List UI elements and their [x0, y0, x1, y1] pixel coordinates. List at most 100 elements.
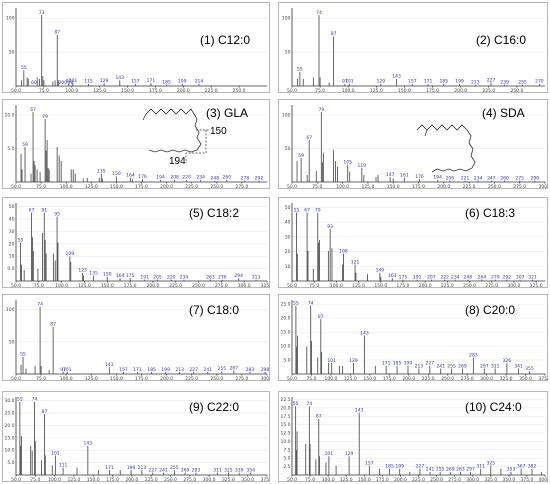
spectrum-plot: 5.0 10.0 15.0 20.0 25.0 30.0 50.0 75.0 100.0 125.…: [4, 397, 271, 483]
x-tick-label: 200.0: [146, 283, 159, 289]
y-tick-label: 50: [285, 146, 291, 152]
peak-label: 227: [416, 464, 425, 470]
peak-label: 292: [255, 175, 264, 181]
peak-label: 164: [126, 173, 135, 179]
peak-label: 175: [399, 274, 408, 280]
peak-label: 263: [206, 274, 215, 280]
y-tick-label: 50: [9, 204, 15, 210]
x-tick-label: 325.0: [261, 283, 271, 289]
peak-label: 355: [525, 366, 534, 372]
x-tick-label: 200.0: [402, 376, 415, 382]
y-tick-label: 15.0: [4, 435, 14, 441]
y-tick-label: 100: [282, 16, 291, 22]
spectrum-plot: 50 100 50.0 75.0 100.0 125.0 150.0 175.0 200.0 22…: [282, 8, 545, 94]
peak-label: 55: [293, 300, 299, 306]
x-tick-label: 200.0: [160, 184, 173, 190]
peak-label: 220: [182, 175, 191, 181]
x-tick-label: 350.0: [502, 477, 515, 483]
peak-label: 109: [66, 251, 75, 257]
peak-label: 101: [69, 78, 78, 84]
x-tick-label: 50.0: [11, 88, 21, 94]
peak-label: 87: [54, 30, 60, 36]
peak-label: 199: [455, 79, 464, 85]
x-tick-label: 75.0: [305, 477, 315, 483]
peak-label: 67: [304, 207, 310, 213]
panel-label: (2) C16:0: [476, 33, 527, 47]
x-tick-label: 175.0: [149, 88, 162, 94]
peak-label: 241: [203, 367, 212, 373]
y-tick-label: 5.0: [283, 358, 290, 364]
spectrum-plot: 50 100 50.0 75.0 100.0 125.0 150.0 175.0 200.0 22…: [6, 300, 271, 382]
x-tick-label: 300.0: [203, 477, 216, 483]
x-tick-label: 75.0: [309, 283, 319, 289]
peak-label: 101: [325, 451, 334, 457]
peak-label: 97: [66, 79, 72, 85]
x-tick-label: 225.0: [169, 283, 182, 289]
peak-label: 325: [486, 460, 495, 466]
x-tick-label: 400.0: [539, 477, 549, 483]
panel-label: (5) C18:2: [189, 206, 240, 220]
x-tick-label: 100.0: [55, 283, 68, 289]
x-tick-label: 300.0: [507, 283, 520, 289]
y-tick-label: 0.0: [7, 266, 14, 272]
x-tick-label: 275.0: [461, 376, 474, 382]
peak-label: 55: [17, 397, 23, 403]
peak-label: 199: [161, 367, 170, 373]
y-tick-label: 5.0: [7, 460, 14, 466]
peak-label: 59: [22, 142, 28, 148]
x-tick-label: 50.0: [287, 88, 297, 94]
x-tick-label: 300.0: [238, 283, 251, 289]
peak-label: 87: [318, 314, 324, 320]
y-tick-label: 22.5: [280, 397, 290, 403]
spectrum-panel-sda: 50 100 50.0 75.0 100.0 125.0 150.0 175.0 200.0 22…: [278, 99, 549, 190]
x-tick-label: 225.0: [185, 184, 198, 190]
x-tick-label: 250.0: [463, 283, 476, 289]
x-tick-label: 325.0: [500, 376, 513, 382]
spectrum-panel-c240: 2.5 5.0 7.5 10.0 12.5 15.0 17.5 20.0 22.5 50.0 75.…: [278, 391, 549, 483]
peak-label: 222: [440, 274, 449, 280]
carbonyl-bond: [142, 113, 147, 121]
peak-label: 171: [105, 465, 114, 471]
peak-label: 194: [433, 175, 442, 181]
y-tick-label: 10.0: [4, 448, 14, 454]
spectrum-panel-c182: 0.0 10 20 30 40 50 50.0 75.0 100.0 125.0 150.0 175.…: [2, 197, 271, 289]
peak-label: 171: [382, 361, 391, 367]
y-tick-label: 40: [285, 220, 291, 226]
peak-label: 234: [196, 175, 205, 181]
y-tick-label: 15.0: [280, 330, 290, 336]
fragment-label-150: 150: [210, 126, 227, 137]
y-tick-label: 20.0: [280, 316, 290, 322]
x-tick-label: 75.0: [30, 477, 40, 483]
y-tick-label: 10.0: [280, 439, 290, 445]
x-tick-label: 125.0: [370, 88, 383, 94]
peak-label: 221: [461, 175, 470, 181]
x-tick-label: 250.0: [210, 184, 223, 190]
peak-label: 213: [138, 465, 147, 471]
y-tick-label: 100: [6, 307, 15, 313]
x-tick-label: 200.0: [454, 88, 467, 94]
peak-label: 55: [297, 67, 303, 73]
peak-label: 87: [331, 31, 337, 37]
peak-label: 194: [156, 175, 165, 181]
x-tick-label: 75.0: [306, 376, 316, 382]
peak-label: 206: [446, 175, 455, 181]
x-tick-label: 225.0: [422, 376, 435, 382]
x-tick-label: 325.0: [222, 477, 235, 483]
peak-label: 247: [487, 175, 496, 181]
x-tick-label: 175.0: [124, 283, 137, 289]
peak-label: 171: [133, 367, 142, 373]
panel-label: (6) C18:3: [465, 206, 516, 220]
peak-label: 111: [59, 462, 68, 468]
peak-label: 101: [51, 450, 60, 456]
x-tick-label: 125.0: [352, 283, 365, 289]
x-tick-label: 150.0: [387, 184, 400, 190]
peak-label: 123: [78, 268, 87, 274]
spectrum-panel-c220: 5.0 10.0 15.0 20.0 25.0 30.0 50.0 75.0 100.0 125.…: [2, 391, 271, 483]
x-tick-label: 200.0: [177, 88, 190, 94]
peak-label: 129: [345, 451, 354, 457]
peak-label: 294: [234, 273, 243, 279]
peak-label: 311: [213, 467, 222, 473]
x-tick-label: 125.0: [340, 477, 353, 483]
peak-label: 241: [436, 363, 445, 369]
peak-label: 185: [162, 79, 171, 85]
